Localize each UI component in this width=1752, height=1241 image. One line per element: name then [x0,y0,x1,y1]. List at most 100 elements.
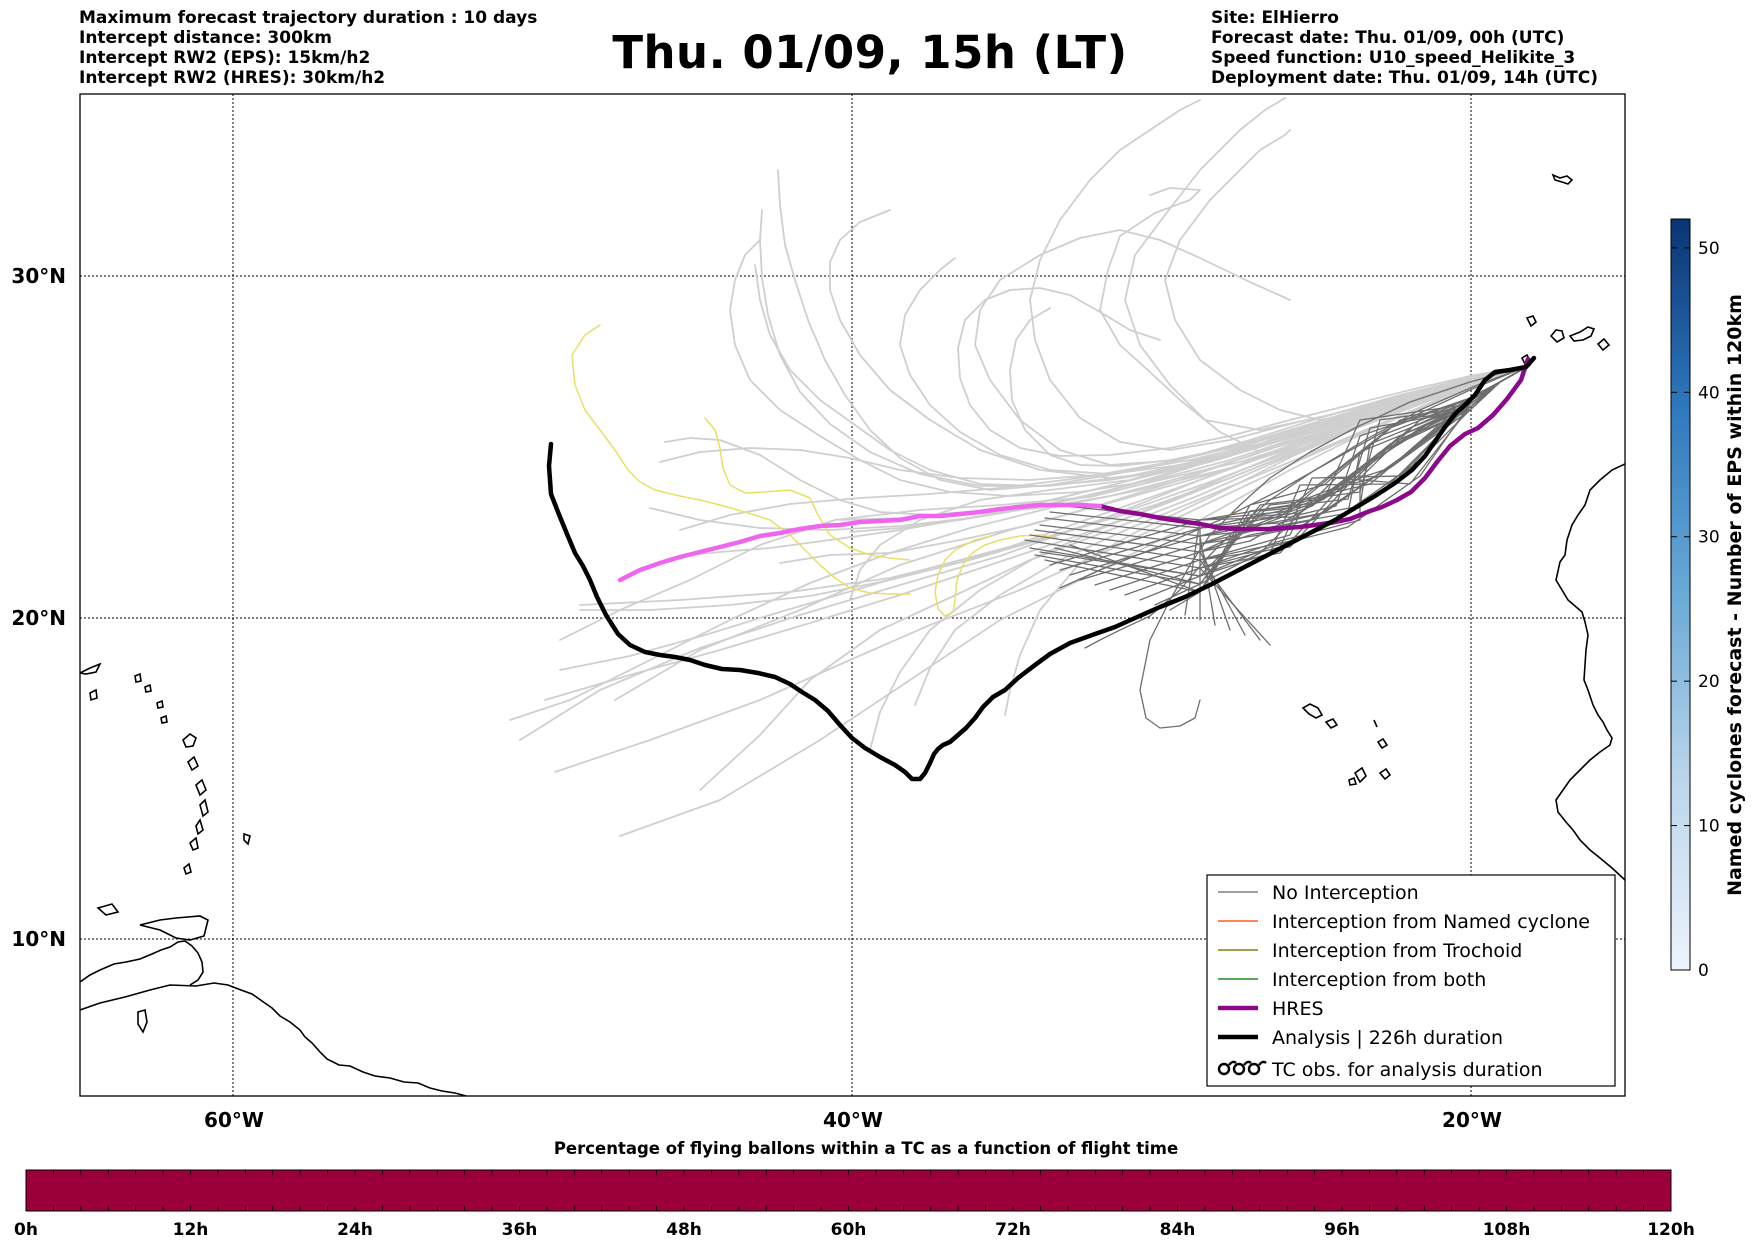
eps-track-far-35 [849,364,1531,601]
lon-label-20w: 20°W [1442,1108,1502,1132]
eps-track-yellow-2 [704,417,911,561]
island-cape-verde-6 [1353,766,1367,784]
hres-track-west [617,502,1103,583]
legend-label: No Interception [1272,882,1419,904]
legend-label: Interception from Trochoid [1272,940,1522,962]
param-max-duration: Maximum forecast trajectory duration : 1… [79,8,538,28]
map-frame [79,93,1626,1097]
island-antilles-5 [195,818,204,836]
legend-entry-trochoid: Interception from Trochoid [1218,940,1522,962]
flight-time-tick-label: 60h [831,1220,867,1240]
flight-time-bar [25,1169,1672,1212]
island-small-2 [134,672,142,683]
eps-track-near-31 [1139,364,1531,729]
legend-label: TC obs. for analysis duration [1271,1059,1543,1081]
analysis-track [546,355,1537,782]
flight-time-tick-label: 96h [1324,1220,1360,1240]
flight-time-tick-label: 24h [337,1220,373,1240]
island-antilles-6 [189,836,199,852]
island-small-1 [89,688,98,702]
flight-time-tick-label: 0h [14,1220,38,1240]
legend-label: HRES [1272,998,1324,1020]
island-gran-canaria [1596,337,1611,352]
flight-time-tick-label: 108h [1483,1220,1531,1240]
eps-track-far-30 [869,364,1531,751]
island-antilles-7 [183,862,192,876]
lon-label-60w: 60°W [204,1108,264,1132]
island-cape-verde-1 [1301,703,1324,719]
colorbar-tick-label: 0 [1698,961,1709,981]
legend-entry-named-cyclone: Interception from Named cyclone [1218,911,1590,933]
legend-entry-hres: HRES [1218,998,1324,1020]
island-antilles-1 [182,732,197,748]
island-tobago [137,1008,148,1034]
island-madeira [1551,173,1574,185]
legend-entry-analysis: Analysis | 226h duration [1218,1027,1503,1049]
lat-label-20n: 20°N [11,606,66,630]
colorbar-ticks: 0 10 20 30 40 50 [1671,239,1720,981]
island-la-palma [1525,315,1538,328]
map-content [80,97,1625,1096]
legend: No Interception Interception from Named … [1206,874,1616,1087]
island-antilles-8 [80,662,102,675]
flight-time-tick-label: 36h [502,1220,538,1240]
cyclone-colorbar: 0 10 20 30 40 50 Named cyclones forecast - Nu… [1670,218,1746,981]
hres-track-east [1097,356,1531,532]
eps-track-near-33 [1059,364,1531,589]
legend-entry-both: Interception from both [1218,969,1486,991]
legend-label: Interception from Named cyclone [1272,911,1590,933]
legend-box [1206,874,1616,1087]
island-grenada [96,903,120,916]
flight-time-tick-label: 48h [666,1220,702,1240]
legend-entry-tc-obs: TC obs. for analysis duration [1217,1059,1543,1081]
eps-track-far-8 [509,364,1531,721]
island-antilles-2 [187,755,200,772]
flight-time-tick-label: 12h [173,1220,209,1240]
island-small-3 [144,683,152,693]
eps-track-far-22 [899,257,1531,475]
colorbar-tick-label: 30 [1698,528,1720,548]
eps-track-far-29 [544,364,1531,701]
flight-time-colorbar: Percentage of flying ballons within a TC… [14,1139,1695,1240]
colorbar-tick-label: 40 [1698,383,1720,403]
island-fuerteventura [1568,326,1596,342]
deployment-date: Deployment date: Thu. 01/09, 14h (UTC) [1211,68,1598,88]
flight-time-tick-label: 84h [1160,1220,1196,1240]
island-antilles-4 [199,798,209,818]
trajectory-tracks [509,97,1537,837]
eps-track-yellow-3 [934,534,1058,617]
run-parameters: Maximum forecast trajectory duration : 1… [79,8,537,88]
coast-south-america [80,982,467,1096]
island-cape-verde-7 [1378,767,1392,781]
island-small-4 [156,699,164,709]
coast-venezuela [80,940,204,986]
coast-africa [1555,463,1625,881]
param-intercept-distance: Intercept distance: 300km [79,28,332,48]
coastlines [80,173,1625,1096]
flight-time-tick-label: 120h [1647,1220,1695,1240]
island-small-5 [160,714,168,724]
param-intercept-eps: Intercept RW2 (EPS): 15km/h2 [79,48,371,68]
eps-track-far-28 [689,364,1531,556]
flight-time-tick-label: 72h [995,1220,1031,1240]
flight-time-title: Percentage of flying ballons within a TC… [554,1139,1178,1158]
eps-track-yellow-1 [571,324,911,595]
island-cape-verde-3 [1373,719,1378,728]
island-tenerife [1549,329,1565,343]
page-title: Thu. 01/09, 15h (LT) [612,26,1128,79]
island-antilles-3 [195,778,207,797]
eps-track-far-23 [957,287,1531,457]
island-cape-verde-4 [1376,737,1389,750]
param-intercept-hres: Intercept RW2 (HRES): 30km/h2 [79,68,386,88]
lat-label-30n: 30°N [11,264,66,288]
lat-label-10n: 10°N [11,927,66,951]
island-cape-verde-5 [1348,776,1358,786]
island-barbados [243,832,251,846]
colorbar-tick-label: 50 [1698,239,1720,259]
forecast-date: Forecast date: Thu. 01/09, 00h (UTC) [1211,28,1565,48]
colorbar-title: Named cyclones forecast - Number of EPS … [1724,294,1746,896]
colorbar-tick-label: 10 [1698,817,1720,837]
legend-entry-no-interception: No Interception [1218,882,1419,904]
speed-function: Speed function: U10_speed_Helikite_3 [1211,48,1576,68]
